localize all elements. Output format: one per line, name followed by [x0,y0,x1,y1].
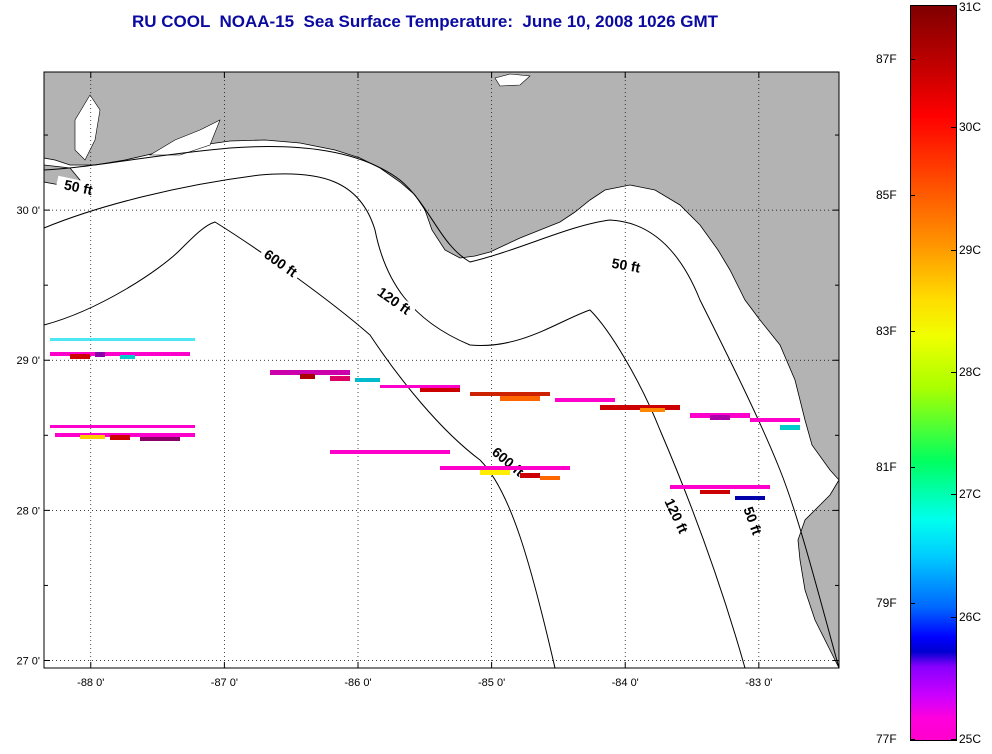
fahrenheit-label: 81F [876,460,897,475]
contour-label-bg [485,441,530,483]
celsius-tick [951,494,956,496]
celsius-tick [951,249,956,251]
lon-tick-label: -84 0' [612,677,639,689]
contour-label: 50 ft [63,176,95,198]
lat-tick-label: 28 0' [16,505,40,517]
contour-label-bg [55,175,102,201]
sst-swath [50,338,800,500]
fahrenheit-label: 83F [876,323,897,338]
lat-tick-label: 27 0' [16,655,40,667]
fahrenheit-label: 77F [876,732,897,746]
lat-tick-label: 30 0' [16,205,40,217]
fahrenheit-label: 79F [876,596,897,611]
celsius-label: 25C [959,732,982,746]
lon-tick-label: -86 0' [344,677,371,689]
contour-label: 50 ft [611,255,642,276]
lon-tick-label: -88 0' [77,677,104,689]
contour-label-bg [371,282,417,321]
celsius-tick [951,739,956,740]
lon-tick-label: -85 0' [478,677,505,689]
lat-tick-label: 29 0' [16,355,40,367]
fahrenheit-tick [910,739,915,740]
fahrenheit-tick [910,330,915,332]
fahrenheit-tick [910,467,915,469]
map-title: RU COOL NOAA-15 Sea Surface Temperature:… [131,12,719,31]
fahrenheit-label: 87F [876,52,897,67]
contour-label-bg [736,497,767,545]
inland-water [74,73,531,161]
celsius-label: 29C [959,242,982,257]
lon-tick-label: -87 0' [211,677,238,689]
lat-lon-grid [44,72,839,668]
longitude-axis: -88 0' -87 0' -86 0' -85 0' -84 0' -83 0' [77,72,772,689]
celsius-label: 26C [959,609,982,624]
celsius-tick [951,127,956,129]
fahrenheit-tick [910,603,915,605]
celsius-tick [951,372,956,373]
temperature-colorbar [910,5,957,741]
fahrenheit-tick [910,195,915,197]
contour-label-bg [602,254,649,278]
latitude-axis: 30 0' 29 0' 28 0' 27 0' [16,134,839,667]
depth-contours [43,146,840,669]
swath-north [50,338,800,430]
celsius-tick [951,5,956,6]
celsius-label: 27C [959,487,982,502]
celsius-label: 31C [959,0,982,14]
contour-label-bg [659,492,693,540]
map-frame [43,71,840,669]
celsius-tick [951,616,956,618]
swath-south [50,425,770,500]
fahrenheit-tick [910,59,915,61]
contour-label-bg [257,244,303,284]
lon-tick-label: -83 0' [745,677,772,689]
celsius-label: 28C [959,365,982,379]
land-mass [43,71,840,669]
celsius-label: 30C [959,120,982,135]
fahrenheit-label: 85F [876,188,897,203]
